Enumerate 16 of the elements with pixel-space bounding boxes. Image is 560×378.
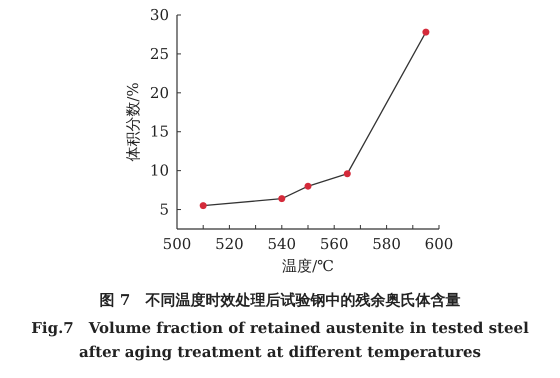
x-tick-label: 520 (215, 235, 244, 253)
x-tick-label: 600 (424, 235, 454, 253)
x-axis-title: 温度/℃ (282, 257, 334, 275)
y-axis-title: 体积分数/% (124, 82, 142, 162)
y-tick-label: 30 (150, 6, 169, 24)
text: 图 7 不同温度时效处理后试验钢中的残余奥氏体含量 (100, 291, 460, 309)
y-tick-label: 10 (150, 162, 169, 180)
y-tick-label: 5 (159, 200, 169, 219)
text: Fig.7 Volume fraction of retained austenite in tested steel after aging treatment at different temperatures (31, 319, 530, 361)
y-tick-label: 20 (150, 84, 169, 102)
y-tick-label: 15 (150, 122, 169, 141)
y-tick-label: 25 (150, 44, 169, 63)
x-tick-label: 580 (372, 235, 401, 253)
x-tick-label: 500 (162, 235, 192, 253)
x-tick-label: 560 (320, 235, 349, 253)
x-tick-label: 540 (267, 235, 296, 253)
